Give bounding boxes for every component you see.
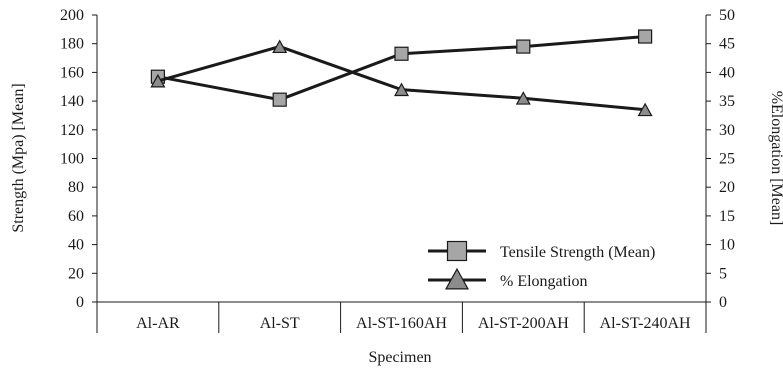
y-tick-label-left: 20	[68, 265, 84, 282]
y-tick-label-left: 120	[60, 122, 84, 139]
y-tick-label-left: 60	[68, 208, 84, 225]
data-point-tensile-strength	[272, 92, 287, 107]
y-tick-label-right: 20	[719, 179, 735, 196]
y-tick-label-right: 25	[719, 151, 735, 168]
series-layer	[150, 29, 653, 117]
y-tick-label-right: 15	[719, 208, 735, 225]
x-axis-category-table: Al-AR Al-ST Al-ST-160AH Al-ST-200AH Al-ST-24…	[92, 301, 711, 333]
y-tick-label-right: 10	[719, 237, 735, 254]
legend-marker-square	[446, 240, 468, 262]
y-tick-label-left: 200	[60, 7, 84, 24]
y-tick-label-right: 35	[719, 93, 735, 110]
data-point-tensile-strength	[637, 29, 653, 44]
y-tick-label-right: 40	[719, 64, 735, 81]
y-tick-label-right: 45	[719, 36, 735, 53]
y-tick-label-left: 160	[60, 64, 84, 81]
x-tick-label: Al-AR	[136, 315, 180, 332]
data-point-elongation	[272, 39, 288, 54]
y-tick-label-left: 140	[60, 93, 84, 110]
data-point-elongation	[393, 82, 410, 97]
y-tick-label-left: 0	[76, 294, 84, 311]
series-elongation	[150, 39, 653, 117]
legend-label: Tensile Strength (Mean)	[500, 244, 655, 261]
y-tick-label-right: 30	[719, 122, 735, 139]
data-point-elongation	[515, 91, 531, 105]
y-tick-label-left: 180	[60, 36, 84, 53]
legend-item-tensile-strength: Tensile Strength (Mean)	[428, 240, 655, 262]
y-tick-label-left: 80	[68, 179, 84, 196]
y-axis-title-right: %Elongation [Mean]	[768, 91, 783, 226]
x-tick-label: Al-ST-240AH	[600, 315, 691, 332]
legend-item-elongation: % Elongation	[428, 267, 588, 290]
legend: Tensile Strength (Mean) % Elongation	[428, 240, 655, 290]
axes: 0 20 40 60 80 100 120 140 160 180 200 0 5 10 15 20 25 30 3…	[60, 7, 735, 311]
x-axis-title: Specimen	[368, 349, 431, 366]
data-point-elongation	[637, 102, 653, 117]
x-tick-label: Al-ST	[260, 315, 300, 332]
y-tick-label-right: 5	[719, 265, 727, 282]
legend-marker-triangle	[444, 267, 470, 290]
y-axis-title-left: Strength (Mpa) [Mean]	[10, 83, 27, 232]
x-tick-label: Al-ST-200AH	[478, 315, 569, 332]
y-tick-label-right: 50	[719, 7, 735, 24]
data-point-tensile-strength	[516, 39, 531, 54]
y-tick-label-right: 0	[719, 294, 727, 311]
y-tick-label-left: 100	[60, 151, 84, 168]
legend-label: % Elongation	[500, 273, 588, 290]
data-point-elongation	[150, 73, 166, 88]
data-point-tensile-strength	[394, 46, 409, 61]
x-tick-label: Al-ST-160AH	[356, 315, 447, 332]
y-tick-label-left: 40	[68, 237, 84, 254]
